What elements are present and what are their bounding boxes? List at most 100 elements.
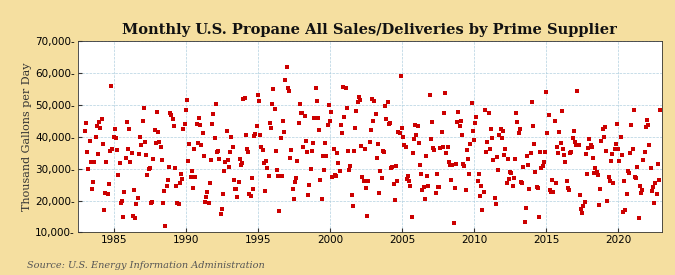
Point (305, 167, 316, 171)
Point (437, 145, 448, 149)
Point (108, 135, 119, 140)
Point (645, 165, 656, 170)
Point (165, 111, 176, 115)
Point (126, 151, 137, 155)
Point (488, 158, 499, 162)
Point (638, 158, 649, 163)
Point (398, 135, 408, 139)
Point (179, 122, 190, 126)
Point (587, 145, 597, 149)
Point (561, 178, 572, 183)
Point (385, 121, 396, 125)
Point (311, 99, 322, 103)
Point (529, 142, 539, 146)
Point (207, 122, 217, 126)
Point (496, 136, 507, 140)
Point (499, 152, 510, 157)
Point (328, 147, 339, 151)
Point (501, 180, 512, 185)
Point (120, 156, 131, 161)
Point (631, 176, 642, 180)
Point (564, 188, 574, 192)
Point (423, 184, 434, 188)
Point (319, 167, 329, 172)
Point (113, 173, 124, 177)
Point (334, 169, 345, 173)
Point (211, 102, 221, 106)
Point (244, 192, 255, 197)
Point (555, 141, 566, 145)
Point (192, 141, 203, 145)
Point (310, 86, 321, 90)
Point (280, 78, 291, 82)
Point (213, 149, 223, 153)
Point (360, 186, 371, 191)
Point (205, 181, 215, 186)
Y-axis label: Thousand Gallons per Day: Thousand Gallons per Day (22, 63, 32, 211)
Point (579, 200, 590, 204)
Point (397, 126, 408, 131)
Point (642, 118, 653, 123)
Point (83, 167, 94, 171)
Point (500, 147, 511, 152)
Point (252, 93, 263, 97)
Point (476, 184, 487, 188)
Point (236, 163, 246, 167)
Point (548, 190, 559, 194)
Point (393, 130, 404, 134)
Point (103, 182, 114, 187)
Point (497, 129, 508, 134)
Point (429, 148, 440, 152)
Point (554, 130, 565, 134)
Point (80, 121, 91, 125)
Point (418, 185, 429, 189)
Point (134, 152, 144, 156)
Point (599, 125, 610, 129)
Point (604, 179, 615, 183)
Point (327, 175, 338, 179)
Point (306, 149, 317, 154)
Point (183, 158, 194, 163)
Point (178, 127, 189, 131)
Point (655, 108, 666, 112)
Point (450, 186, 460, 190)
Point (618, 210, 628, 214)
Point (300, 139, 311, 143)
Point (370, 112, 381, 116)
Point (304, 183, 315, 187)
Point (195, 123, 206, 127)
Point (607, 152, 618, 156)
Point (377, 149, 388, 153)
Point (522, 154, 533, 159)
Point (402, 174, 413, 178)
Point (194, 116, 205, 120)
Point (198, 154, 209, 159)
Point (471, 115, 482, 119)
Point (189, 147, 200, 151)
Point (273, 174, 284, 178)
Point (565, 151, 576, 156)
Point (431, 171, 442, 176)
Point (610, 142, 621, 146)
Point (603, 175, 614, 179)
Point (556, 109, 567, 114)
Point (186, 169, 197, 173)
Point (506, 171, 517, 175)
Point (228, 178, 239, 182)
Point (493, 168, 504, 172)
Point (326, 110, 337, 114)
Point (184, 142, 195, 146)
Point (374, 191, 385, 195)
Point (380, 104, 391, 108)
Point (209, 135, 220, 140)
Point (254, 98, 265, 103)
Point (616, 153, 627, 158)
Point (566, 150, 577, 155)
Point (454, 124, 465, 128)
Point (553, 150, 564, 155)
Point (117, 199, 128, 204)
Point (452, 119, 462, 124)
Point (284, 89, 294, 94)
Point (240, 133, 251, 137)
Point (221, 129, 232, 134)
